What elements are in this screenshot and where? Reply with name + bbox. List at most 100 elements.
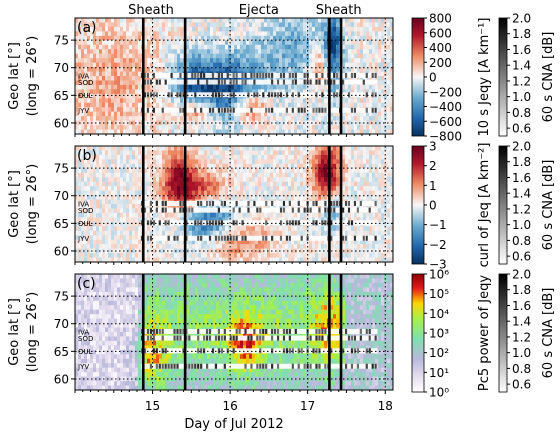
heat-cell [387,62,391,68]
heat-cell [273,26,277,32]
heat-cell [204,239,208,245]
heat-cell [120,40,124,46]
heat-cell [138,22,142,28]
heat-cell [213,98,217,104]
heat-cell [78,116,82,122]
heat-cell [81,230,85,236]
heat-cell [228,98,232,104]
heat-cell [126,76,130,81]
heat-cell [321,18,325,23]
heat-cell [279,195,283,200]
heat-cell [138,204,142,209]
heat-cell [351,40,355,46]
heat-cell [195,62,199,68]
heat-cell [108,199,112,205]
heat-cell [168,168,172,174]
heat-cell [117,248,121,254]
heat-cell [342,116,346,122]
heat-cell [129,208,133,214]
heat-cell [237,186,241,192]
cna-mark [303,107,306,113]
heat-cell [123,163,127,169]
heat-cell [102,199,106,205]
heat-cell [195,120,199,126]
heat-cell [282,239,286,245]
heat-cell [234,244,238,250]
heat-cell [204,89,208,95]
cna-mark [235,72,238,78]
heat-cell [117,186,121,192]
heat-cell [255,146,259,151]
heat-cell [216,62,220,68]
heat-cell [258,44,262,50]
heat-cell [300,226,304,232]
heat-cell [249,31,253,37]
heat-cell [279,217,283,223]
heat-cell [351,22,355,28]
heat-cell [120,244,124,250]
heat-cell [129,195,133,200]
heat-cell [291,35,295,41]
heat-cell [123,177,127,183]
heat-cell [189,26,193,32]
heat-cell [387,58,391,64]
heat-cell [231,22,235,28]
heat-cell [120,98,124,104]
heat-cell [336,62,340,68]
heat-cell [228,150,232,156]
heat-cell [177,98,181,104]
heat-cell [378,58,382,64]
heat-cell [228,181,232,187]
heat-cell [93,49,97,55]
heat-cell [291,111,295,117]
heat-cell [114,168,118,174]
heat-cell [96,168,100,174]
heat-cell [270,204,274,209]
heat-cell [342,67,346,72]
heat-cell [96,125,100,130]
heat-cell [105,208,109,214]
heat-cell [171,49,175,55]
heat-cell [345,49,349,55]
heat-cell [153,230,157,236]
heat-cell [138,44,142,50]
heat-cell [213,146,217,151]
heat-cell [156,186,160,192]
heat-cell [249,195,253,200]
heat-cell [132,22,136,28]
heat-cell [240,186,244,192]
heat-cell [126,217,130,223]
heat-cell [156,181,160,187]
heat-cell [246,226,250,232]
heat-cell [162,146,166,151]
heat-cell [315,31,319,37]
cna-mark [161,107,164,113]
heat-cell [300,62,304,68]
heat-cell [219,239,223,245]
heat-cell [273,67,277,72]
heat-cell [75,168,79,174]
heat-cell [105,80,109,86]
heat-cell [213,159,217,165]
heat-cell [168,62,172,68]
heat-cell [387,98,391,104]
heat-cell [231,67,235,72]
heat-cell [390,102,393,108]
heat-cell [309,18,313,23]
heat-cell [294,154,298,160]
heat-cell [237,212,241,218]
cna-mark [146,79,150,85]
heat-cell [348,67,352,72]
heat-cell [297,253,301,258]
heat-cell [390,35,393,41]
heat-cell [258,204,262,209]
heat-cell [345,40,349,46]
cna-mark [223,107,226,113]
cna-mark [217,79,221,85]
heat-cell [252,253,256,258]
cna-mark [229,107,232,113]
heat-cell [159,163,163,169]
heat-cell [333,49,337,55]
heat-cell [171,248,175,254]
heat-cell [333,125,337,130]
